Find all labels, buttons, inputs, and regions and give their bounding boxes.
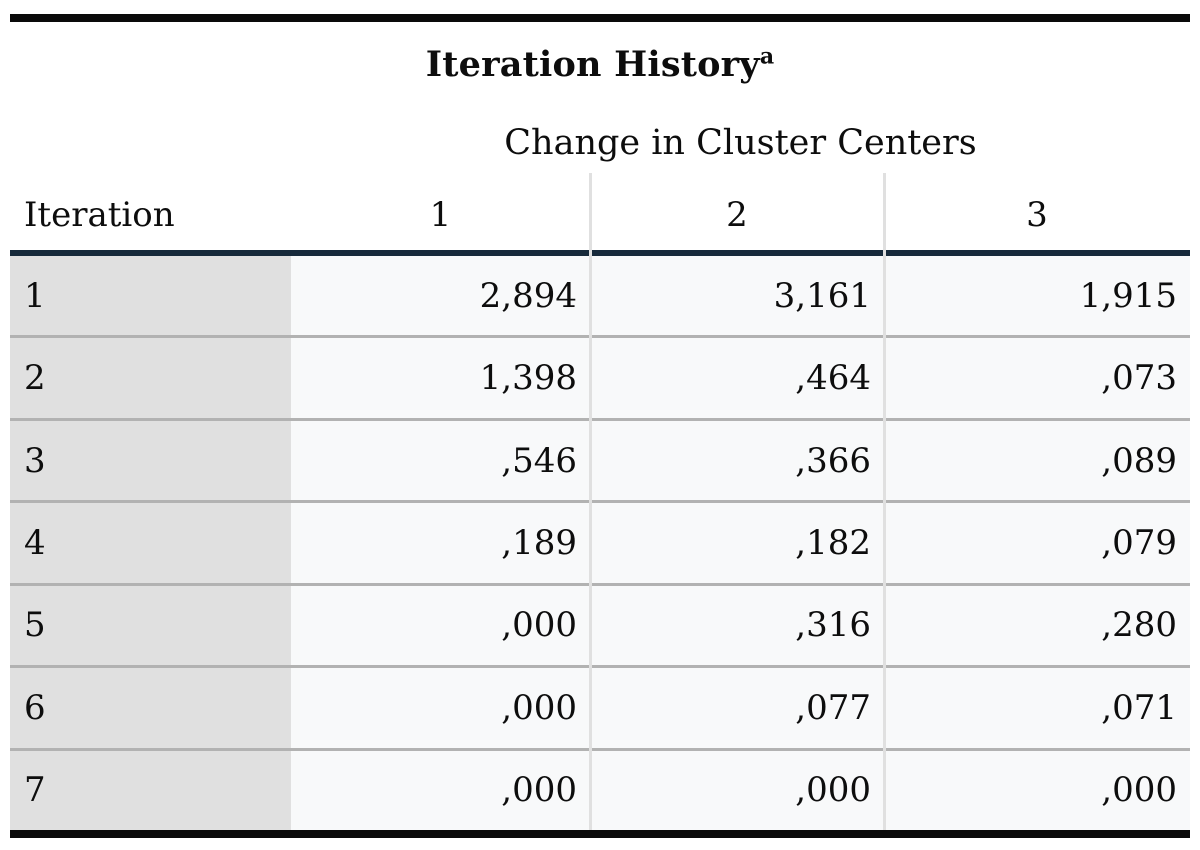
value-cell: ,182 — [590, 503, 884, 583]
table-title-text: Iteration History — [425, 43, 760, 85]
value-cell: ,189 — [291, 503, 590, 583]
value-cell: ,077 — [590, 668, 884, 748]
header-rule — [10, 250, 1190, 256]
column-group-caption: Change in Cluster Centers — [291, 106, 1190, 180]
value-cell: 1,398 — [291, 338, 590, 418]
value-cell: 1,915 — [884, 256, 1190, 336]
row-header-label: Iteration — [24, 195, 175, 235]
bottom-rule — [10, 830, 1190, 838]
column-header-2: 2 — [726, 195, 748, 235]
value-cell: ,071 — [884, 668, 1190, 748]
value-cell: ,316 — [590, 585, 884, 666]
top-rule — [10, 14, 1190, 22]
column-separator-2 — [883, 173, 886, 830]
table-row: 2 1,398 ,464 ,073 — [10, 335, 1190, 418]
iteration-history-table: Iteration Historya Change in Cluster Cen… — [10, 14, 1190, 838]
table-row: 4 ,189 ,182 ,079 — [10, 500, 1190, 583]
iteration-cell: 6 — [10, 668, 291, 748]
iteration-cell: 7 — [10, 750, 291, 830]
value-cell: 3,161 — [590, 256, 884, 336]
table-body: 1 2,894 3,161 1,915 2 1,398 ,464 ,073 3 … — [10, 256, 1190, 830]
iteration-cell: 4 — [10, 503, 291, 583]
iteration-cell: 5 — [10, 585, 291, 666]
column-header-3: 3 — [1026, 195, 1048, 235]
value-cell: ,000 — [884, 750, 1190, 830]
table-title-block: Iteration Historya — [10, 22, 1190, 106]
value-cell: ,000 — [291, 668, 590, 748]
table-row: 6 ,000 ,077 ,071 — [10, 665, 1190, 748]
value-cell: ,089 — [884, 420, 1190, 501]
column-header-1: 1 — [429, 195, 452, 235]
value-cell: ,366 — [590, 420, 884, 501]
value-cell: ,280 — [884, 585, 1190, 666]
table-row: 3 ,546 ,366 ,089 — [10, 417, 1190, 501]
value-cell: ,546 — [291, 420, 590, 501]
iteration-cell: 3 — [10, 420, 291, 501]
value-cell: ,000 — [291, 585, 590, 666]
iteration-cell: 2 — [10, 338, 291, 418]
table-row: 5 ,000 ,316 ,280 — [10, 582, 1190, 666]
iteration-cell: 1 — [10, 256, 291, 336]
table-header-row: Iteration 1 2 3 — [10, 180, 1190, 250]
table-row: 7 ,000 ,000 ,000 — [10, 747, 1190, 830]
table-row: 1 2,894 3,161 1,915 — [10, 256, 1190, 336]
table-title: Iteration Historya — [426, 44, 775, 85]
value-cell: ,464 — [590, 338, 884, 418]
value-cell: 2,894 — [291, 256, 590, 336]
value-cell: ,000 — [590, 750, 884, 830]
column-separator-1 — [589, 173, 592, 830]
column-group-caption-text: Change in Cluster Centers — [504, 123, 977, 163]
value-cell: ,079 — [884, 503, 1190, 583]
value-cell: ,000 — [291, 750, 590, 830]
title-footnote-marker: a — [759, 42, 775, 69]
value-cell: ,073 — [884, 338, 1190, 418]
